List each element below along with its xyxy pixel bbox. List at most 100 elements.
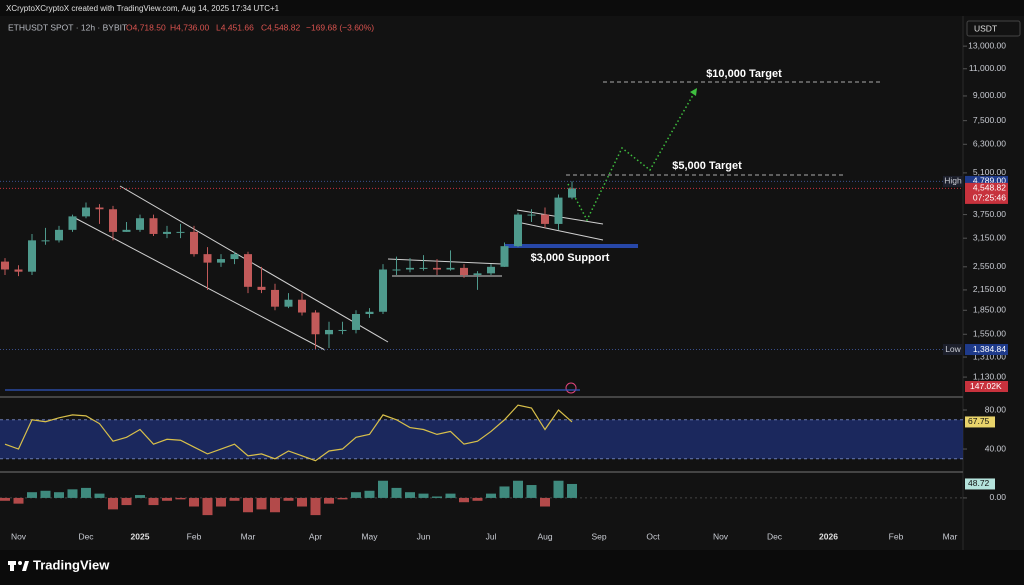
- hist-bar: [162, 497, 172, 501]
- marker-value: 1,384.84: [973, 344, 1006, 354]
- annotation: $10,000 Target: [706, 68, 782, 80]
- candle-body: [136, 218, 144, 230]
- marker-tag: [943, 175, 963, 187]
- candle-body: [82, 207, 90, 217]
- x-tick-label: Nov: [713, 531, 729, 541]
- hist-bar: [67, 489, 78, 498]
- hist-bar: [108, 497, 118, 510]
- x-tick-label: Nov: [11, 531, 27, 541]
- rsi-value: 67.75: [968, 416, 990, 426]
- alert-icon[interactable]: [565, 382, 577, 394]
- y-tick-label: 13,000.00: [968, 40, 1006, 50]
- y-tick-label: 9,000.00: [973, 90, 1006, 100]
- candle-body: [325, 329, 333, 335]
- y-tick-label: 1,850.00: [973, 305, 1006, 315]
- candle-body: [527, 214, 536, 216]
- hist-bar: [540, 497, 550, 507]
- y-tick-label: 2,550.00: [973, 261, 1006, 271]
- ohlc-low: L4,451.66: [216, 22, 254, 32]
- last-price: 4,548.82: [973, 183, 1006, 193]
- support-zone: [505, 244, 638, 248]
- x-tick-label: 2025: [131, 531, 150, 541]
- hist-bar: [391, 487, 402, 498]
- channel-line: [119, 185, 389, 343]
- hist-bar: [526, 485, 537, 498]
- range-line: [387, 258, 503, 265]
- candle-body: [446, 267, 455, 270]
- x-tick-label: Dec: [78, 531, 94, 541]
- marker-value: 4,789.00: [973, 176, 1006, 186]
- logo: [22, 561, 29, 571]
- candle-body: [338, 329, 347, 331]
- hist-bar: [513, 480, 523, 498]
- hist-bar: [499, 486, 510, 498]
- currency-box[interactable]: [966, 20, 1021, 37]
- hist-bar: [40, 490, 51, 498]
- y-tick-label: 11,000.00: [969, 63, 1006, 73]
- currency: USDT: [974, 23, 997, 33]
- chart-area: [0, 16, 1024, 550]
- hist-bar: [81, 487, 91, 498]
- candle-body: [95, 207, 104, 210]
- candle-body: [244, 254, 252, 287]
- hist-bar: [229, 497, 240, 501]
- hist-bar: [378, 480, 388, 498]
- candle-body: [365, 311, 374, 315]
- candle-body: [271, 289, 279, 307]
- brand: TradingView: [33, 557, 110, 572]
- ohlc-open: O4,718.50: [126, 22, 166, 32]
- hist-bar: [324, 497, 334, 504]
- y-tick-label: 1,310.00: [973, 351, 1006, 361]
- annotation: $5,000 Target: [672, 160, 742, 172]
- hist-bar: [121, 497, 132, 506]
- candle-body: [28, 240, 36, 272]
- hist-bar: [148, 497, 159, 506]
- annotation: $3,000 Support: [531, 252, 610, 264]
- footer: [0, 550, 1024, 585]
- candle-body: [203, 254, 212, 263]
- ohlc-high: H4,736.00: [170, 22, 209, 32]
- candle-body: [68, 216, 77, 230]
- logo: [10, 565, 14, 571]
- hist-bar: [216, 497, 226, 507]
- x-tick-label: Mar: [241, 531, 256, 541]
- caption: XCryptoXCryptoX created with TradingView…: [6, 4, 280, 13]
- y-tick-label: 7,500.00: [973, 115, 1006, 125]
- hist-bar: [472, 497, 483, 501]
- candle-body: [473, 273, 482, 276]
- hist-bar: [445, 493, 456, 498]
- flag-line: [516, 221, 604, 241]
- candle-body: [163, 231, 171, 234]
- x-tick-label: Feb: [889, 531, 904, 541]
- hist-bar: [13, 497, 24, 504]
- logo: [18, 561, 22, 565]
- hist-bar: [202, 497, 213, 516]
- ohlc-close: C4,548.82: [261, 22, 300, 32]
- hist-bar: [310, 497, 321, 516]
- marker-box: [965, 344, 1008, 356]
- last-price-box: [965, 182, 1008, 204]
- candle-body: [298, 299, 306, 313]
- candle-body: [433, 267, 441, 270]
- y-tick-label: 1,130.00: [973, 371, 1006, 381]
- hist-bar: [567, 483, 577, 498]
- candle-body: [514, 214, 522, 247]
- y-tick-label: 80.00: [985, 404, 1007, 414]
- countdown: 07:25:46: [973, 193, 1006, 203]
- rsi-value-box: [965, 416, 995, 428]
- hist-bar: [283, 497, 294, 501]
- hist-value: 48.72: [968, 478, 990, 488]
- x-tick-label: Jun: [417, 531, 431, 541]
- y-tick-label: 6,300.00: [973, 139, 1006, 149]
- candle-body: [149, 218, 158, 234]
- projection-path: [567, 87, 698, 222]
- y-tick-label: 3,750.00: [973, 209, 1006, 219]
- hist-bar: [486, 493, 496, 498]
- candle-body: [41, 240, 50, 242]
- channel-line: [74, 217, 326, 351]
- candle-body: [284, 299, 293, 307]
- candle-body: [352, 314, 360, 330]
- candle-body: [217, 259, 225, 263]
- hist-bar: [405, 492, 415, 498]
